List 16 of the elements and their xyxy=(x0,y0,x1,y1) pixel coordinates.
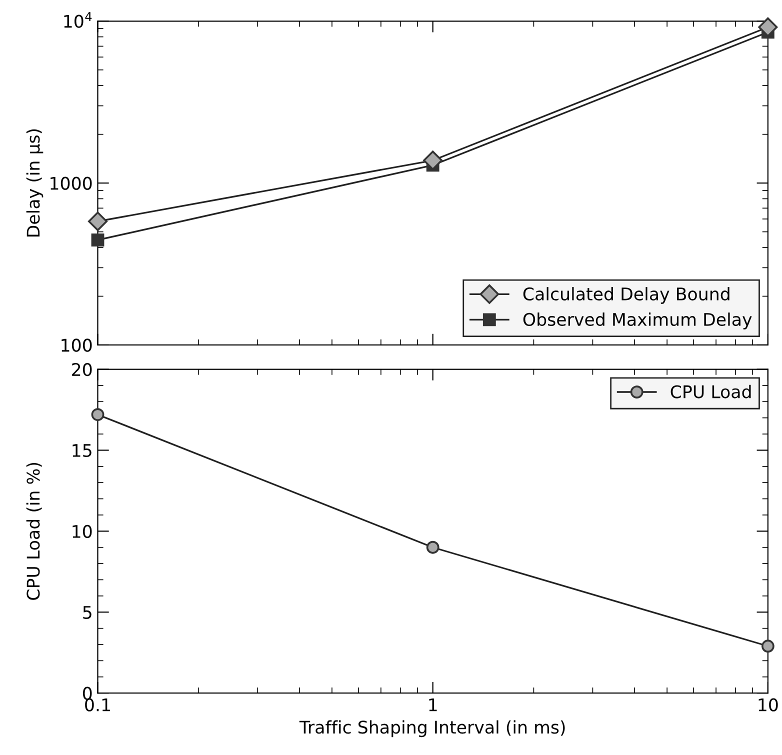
legend-label: Calculated Delay Bound xyxy=(523,287,730,304)
x-tick-label: 0.1 xyxy=(85,698,110,712)
legend-label: CPU Load xyxy=(670,384,751,398)
y-tick-label: 10$^{4}$ xyxy=(64,12,92,28)
y-axis-title: Delay (in µs) xyxy=(26,129,44,236)
y-tick-label: 5 xyxy=(83,606,92,619)
y-tick-label: 20 xyxy=(72,362,92,376)
y-axis-title: CPU Load (in %) xyxy=(26,462,42,600)
x-tick-label: 10 xyxy=(758,698,778,712)
x-axis-title: Traffic Shaping Interval (in ms) xyxy=(299,720,565,738)
x-tick-label: 1 xyxy=(429,698,437,712)
y-tick-label: 1000 xyxy=(50,176,92,190)
y-tick-label: 10 xyxy=(72,524,92,538)
y-tick-label: 15 xyxy=(72,444,92,458)
y-tick-label: 100 xyxy=(62,338,92,352)
legend-label: Observed Maximum Delay xyxy=(523,312,752,330)
